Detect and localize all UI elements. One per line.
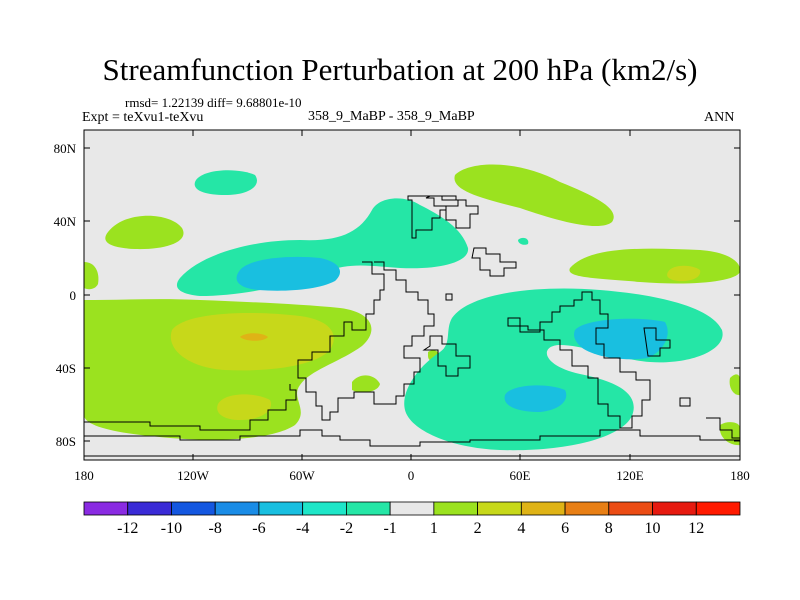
contour-positive [170, 312, 334, 371]
colorbar-label: -10 [161, 520, 182, 537]
colorbar-label: 6 [561, 520, 569, 537]
coastline [643, 327, 671, 357]
colorbar-swatch [258, 501, 304, 516]
contour-positive [729, 374, 740, 396]
contour-positive [217, 394, 272, 420]
contour-negative [518, 237, 529, 245]
latitude-axis: 80N 40N 0 40S 80S [54, 141, 740, 449]
colorbar-swatch [389, 501, 435, 516]
contour-positive [84, 262, 99, 290]
lon-label: 60E [510, 468, 531, 483]
contour-positive [454, 164, 614, 227]
colorbar-label: -1 [383, 520, 396, 537]
colorbar-swatch [520, 501, 566, 516]
colorbar-swatch [83, 501, 129, 516]
colorbar-swatch [608, 501, 653, 516]
longitude-axis: 180 120W 60W 0 60E 120E 180 [74, 130, 750, 483]
colorbar-label: -8 [209, 520, 222, 537]
colorbar-label: 12 [688, 520, 704, 537]
contour-positive [667, 265, 701, 282]
contour-negative [504, 385, 567, 412]
lat-label: 40S [56, 361, 76, 376]
colorbar-label: -2 [340, 520, 353, 537]
season-label: ANN [704, 110, 735, 125]
coastline [445, 293, 453, 301]
colorbar-label: 2 [474, 520, 482, 537]
lat-label: 80N [54, 141, 77, 156]
colorbar-swatch [652, 501, 697, 516]
colorbar: -12 -10 -8 -6 -4 -2 -1 1 2 4 6 8 10 12 [83, 501, 741, 537]
colorbar-label: 4 [517, 520, 525, 537]
coastline [297, 261, 435, 421]
colorbar-swatch [477, 501, 522, 516]
contour-positive [105, 215, 184, 250]
colorbar-swatch [433, 501, 479, 516]
contour-positive [240, 333, 268, 341]
contour-negative [236, 256, 340, 291]
coastline [679, 397, 691, 407]
contour-positive [719, 422, 740, 446]
lat-label: 40N [54, 214, 77, 229]
contour-positive [352, 375, 380, 393]
colorbar-swatch [214, 501, 260, 516]
colorbar-label: -12 [117, 520, 138, 537]
lat-label: 0 [70, 288, 77, 303]
coastlines [84, 195, 740, 457]
contour-fields [84, 164, 740, 451]
lon-label: 60W [289, 468, 315, 483]
colorbar-swatch [564, 501, 610, 516]
coastline [507, 291, 651, 429]
lon-label: 120E [616, 468, 644, 483]
colorbar-swatch [345, 501, 391, 516]
lon-label: 180 [74, 468, 94, 483]
colorbar-label: -6 [252, 520, 265, 537]
contour-positive [84, 339, 100, 354]
contour-negative [194, 170, 257, 195]
coastline [425, 195, 479, 229]
case-label: 358_9_MaBP - 358_9_MaBP [308, 109, 475, 124]
colorbar-label: 1 [430, 520, 438, 537]
colorbar-label: 10 [645, 520, 661, 537]
colorbar-swatch [302, 501, 347, 516]
chart-title: Streamfunction Perturbation at 200 hPa (… [102, 52, 698, 87]
rmsd-stats: rmsd= 1.22139 diff= 9.68801e-10 [125, 95, 302, 110]
lat-label: 80S [56, 434, 76, 449]
colorbar-label: -4 [296, 520, 309, 537]
coastline [407, 195, 459, 239]
lon-label: 120W [177, 468, 210, 483]
colorbar-swatch [127, 501, 172, 516]
coastline [84, 384, 297, 431]
coastline [422, 335, 471, 377]
colorbar-swatch [171, 501, 216, 516]
coastline [471, 247, 517, 277]
coastline [84, 429, 740, 447]
coastline [706, 417, 740, 439]
lon-label: 0 [408, 468, 415, 483]
experiment-label: Expt = teXvu1-teXvu [82, 110, 204, 125]
colorbar-swatch [695, 501, 741, 516]
colorbar-label: 8 [605, 520, 613, 537]
lon-label: 180 [730, 468, 750, 483]
